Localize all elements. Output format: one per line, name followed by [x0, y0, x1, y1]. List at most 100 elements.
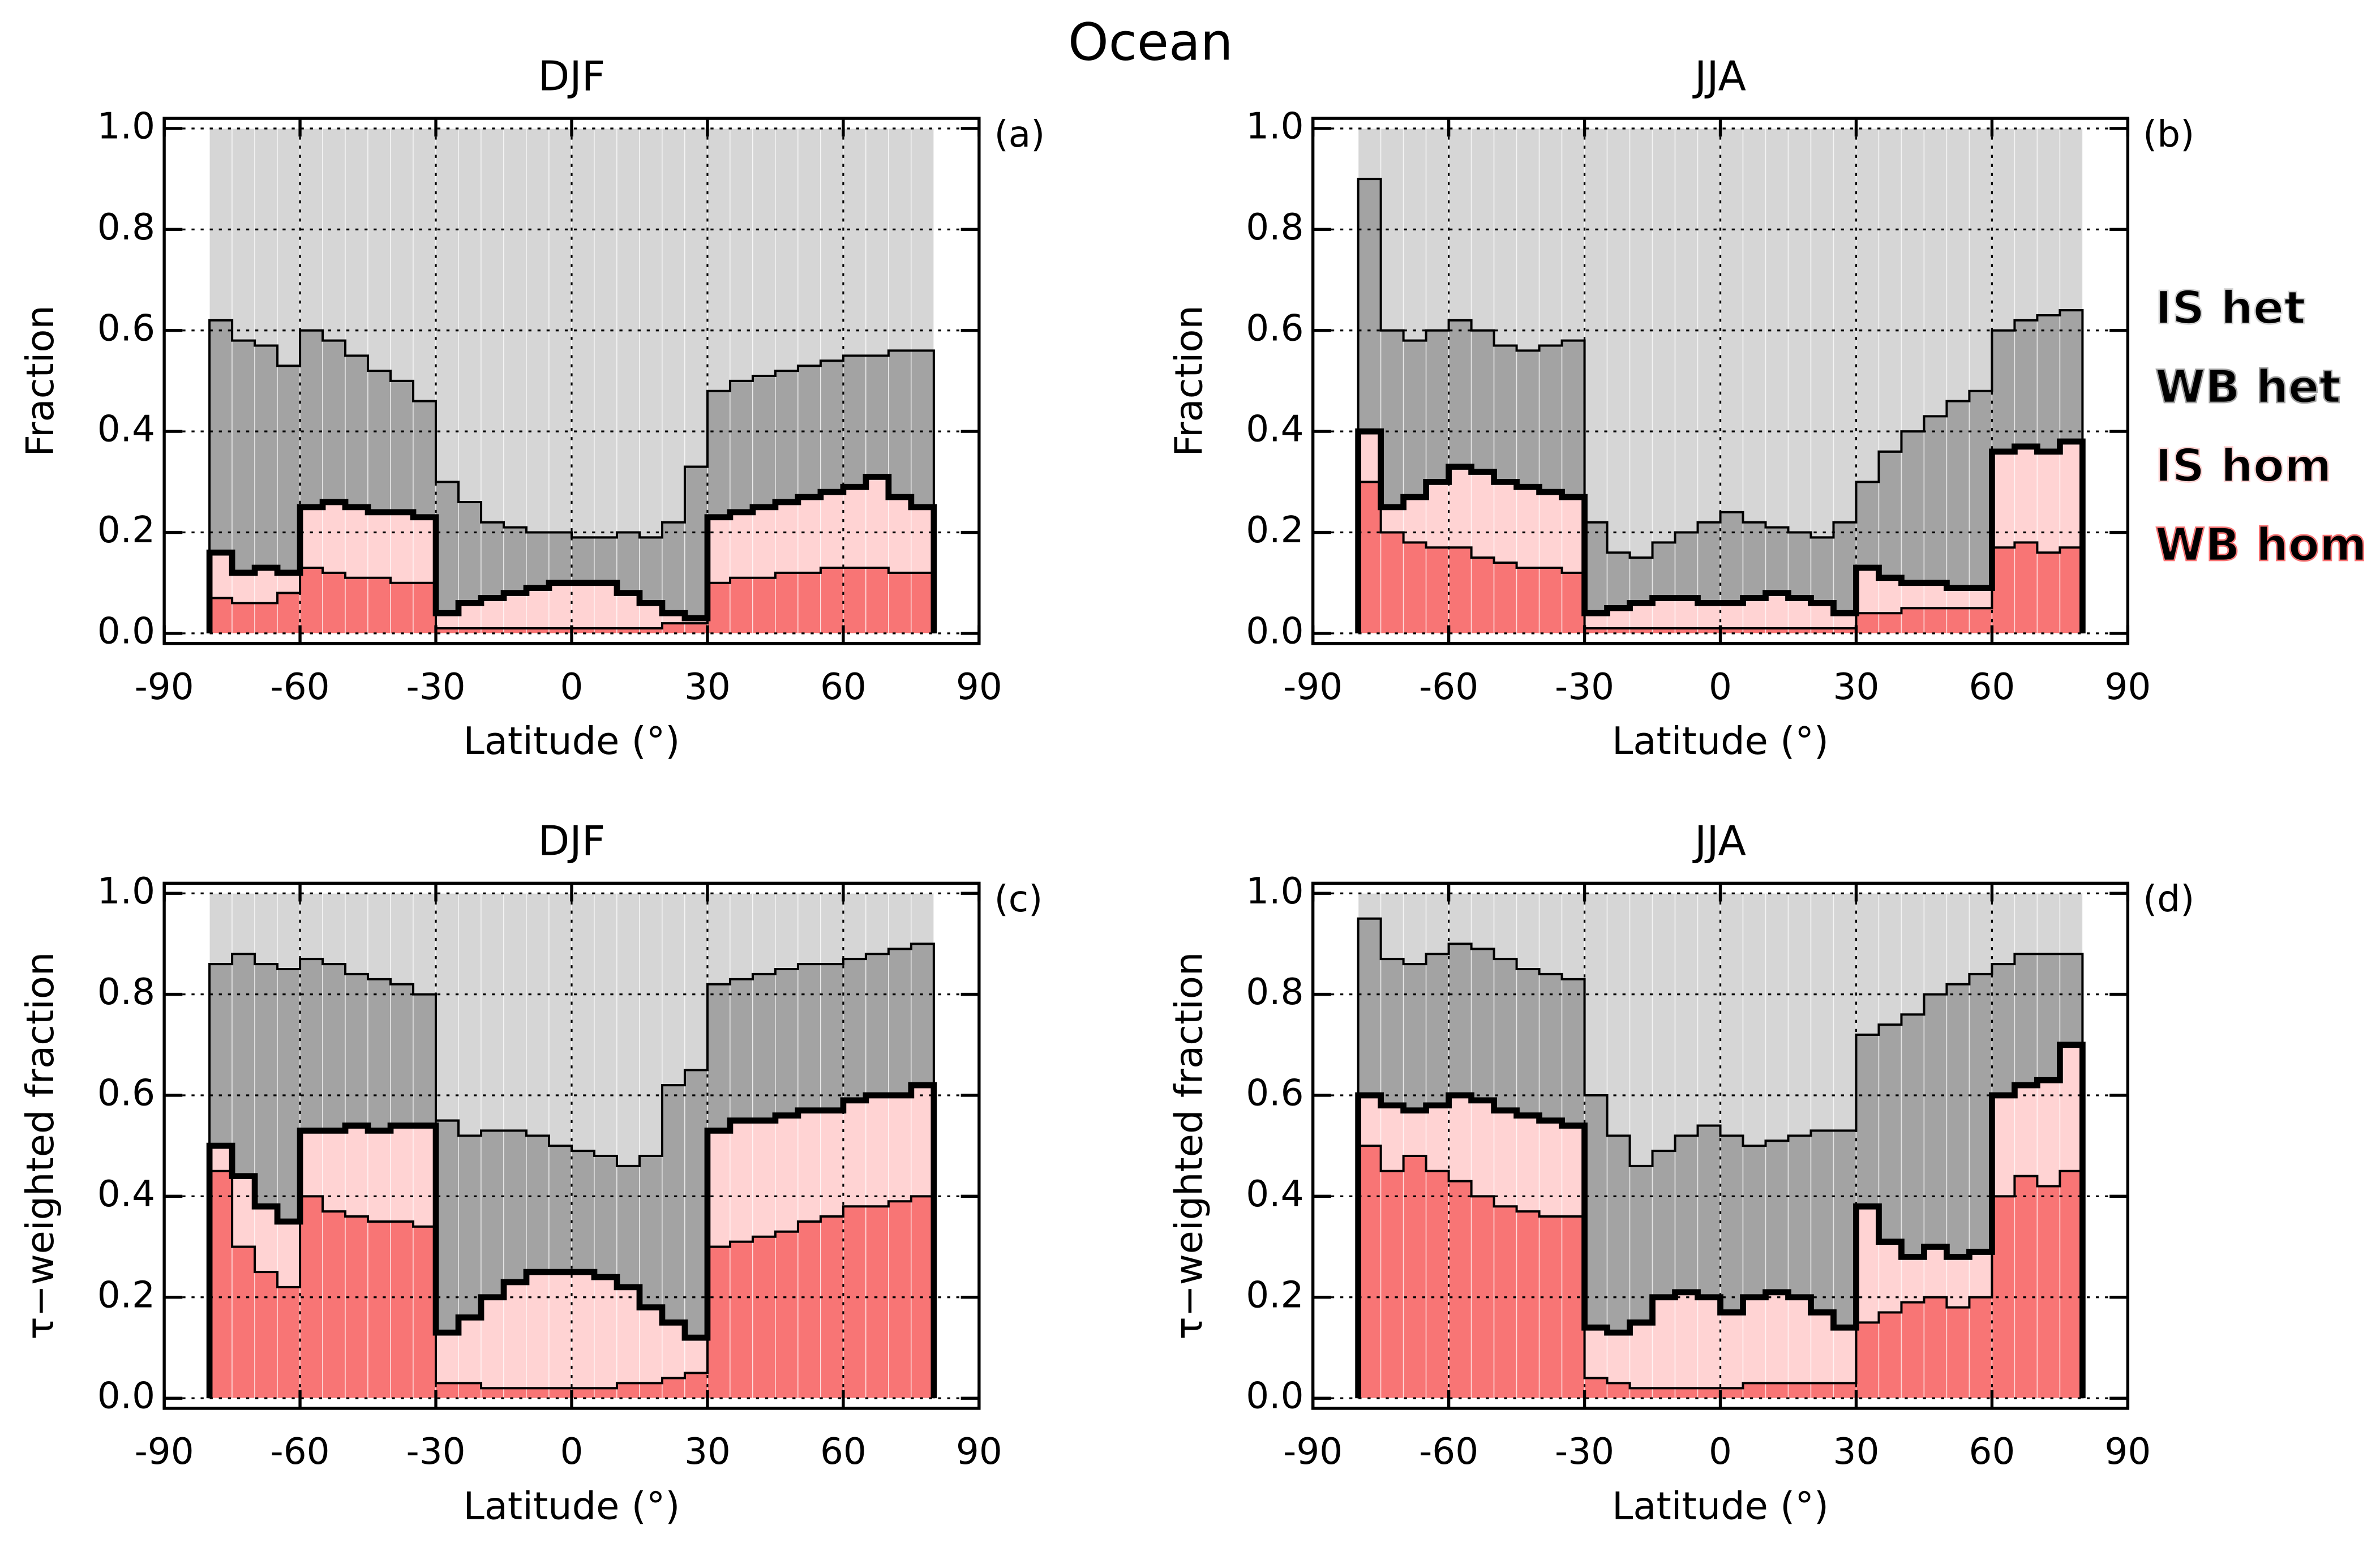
bar-segment [1493, 1206, 1517, 1399]
y-axis-label: τ−weighted fraction [18, 952, 62, 1340]
panel: 0.0 0.2 0.4 0.6 0.8 1.0 -90 -60 -30 0 30 60 90 JJA (d)… [1167, 818, 2194, 1528]
bar-segment [277, 893, 301, 970]
x-tick-label: -90 [1283, 1430, 1343, 1473]
bar-segment [209, 128, 233, 321]
bar-segment [231, 1175, 255, 1248]
y-tick-label: 0.8 [97, 971, 155, 1013]
bar-segment [1561, 128, 1585, 341]
bar-segment [2059, 441, 2083, 549]
bar-segment [1810, 1130, 1834, 1313]
x-tick-label: 30 [1833, 1430, 1880, 1473]
x-tick-label: 60 [1969, 1430, 2015, 1473]
y-tick-label: 0.6 [1246, 307, 1303, 349]
bar-segment [2059, 953, 2083, 1046]
bar-segment [1901, 893, 1925, 1016]
bar-segment [1719, 1312, 1744, 1389]
bar-segment [1357, 1095, 1382, 1146]
y-tick-label: 1.0 [97, 105, 155, 148]
bar-segment [2014, 953, 2038, 1086]
bar-segment [1991, 128, 2016, 331]
bar-segment [730, 577, 753, 634]
bar-segment [503, 526, 527, 594]
bar-segment [1923, 993, 1948, 1248]
bar-segment [911, 350, 934, 508]
x-axis-label: Latitude (°) [1612, 719, 1829, 763]
bar-segment [1901, 607, 1925, 634]
bar-segment [481, 128, 504, 523]
y-tick-label: 0.6 [97, 1072, 155, 1115]
bar-segment [616, 893, 640, 1167]
bar-segment [413, 128, 436, 402]
y-axis-label: Fraction [18, 305, 62, 457]
bar-segment [1742, 1382, 1766, 1399]
bar-segment [1787, 1382, 1812, 1399]
bar-segment [526, 532, 550, 589]
x-tick-label: 0 [1709, 1430, 1732, 1473]
bar-segment [1584, 1377, 1608, 1399]
bar-segment [684, 466, 708, 619]
bar-segment [1878, 1024, 1902, 1242]
bar-segment [616, 1166, 640, 1288]
bar-segment [797, 365, 821, 498]
bar-segment [2014, 542, 2038, 634]
bar-segment [616, 1382, 640, 1399]
bar-segment [1584, 128, 1608, 523]
bar-segment [1448, 1180, 1472, 1399]
bar-segment [1787, 1135, 1812, 1298]
bar-segment [503, 592, 527, 629]
x-tick-label: -60 [271, 1430, 330, 1473]
bar-segment [775, 969, 799, 1116]
y-axis-label: τ−weighted fraction [1167, 952, 1211, 1340]
bar-segment [481, 597, 504, 629]
bar-segment [707, 390, 731, 518]
bar-segment [458, 1382, 482, 1399]
step-outline [208, 1169, 935, 1399]
bar-segment [1629, 557, 1653, 604]
bar-segment [1719, 1135, 1744, 1313]
bar-segment [1674, 1135, 1699, 1293]
y-tick-label: 0.6 [1246, 1072, 1303, 1115]
bar-segment [1629, 1387, 1653, 1399]
bar-segment [684, 893, 708, 1071]
x-tick-label: -60 [1419, 666, 1478, 708]
bar-segment [571, 893, 595, 1151]
bar-segment [594, 1387, 617, 1399]
y-tick-label: 1.0 [1246, 105, 1303, 148]
bar-segment [797, 496, 821, 573]
bar-segment [458, 128, 482, 503]
bar-segment [1652, 1296, 1676, 1389]
y-tick-label: 0.8 [1246, 206, 1303, 248]
bar-segment [254, 602, 278, 634]
bar-segment [1652, 1150, 1676, 1298]
bar-segment [1923, 128, 1948, 417]
bar-segment [1403, 340, 1427, 498]
bar-segment [435, 481, 459, 614]
bar-segment [797, 1221, 821, 1399]
bar-segment [1629, 128, 1653, 558]
x-tick-label: 0 [1709, 666, 1732, 708]
bar-segment [231, 340, 255, 573]
y-tick-label: 0.2 [97, 1274, 155, 1316]
bar-segment [1923, 1296, 1948, 1399]
bar-segment [1448, 320, 1472, 468]
panel-label: (a) [994, 113, 1045, 156]
bar-segment [1561, 893, 1585, 980]
bar-segment [277, 1287, 301, 1399]
bar-segment [1991, 329, 2016, 452]
bar-segment [209, 1145, 233, 1172]
y-tick-label: 0.8 [97, 206, 155, 248]
bar-segment [254, 1206, 278, 1272]
bar-segment [1538, 491, 1563, 568]
bar-segment [413, 993, 436, 1126]
bar-segment [1629, 1322, 1653, 1389]
bar-segment [1425, 329, 1450, 483]
bar-segment [571, 1271, 595, 1389]
bar-segment [1538, 128, 1563, 346]
x-axis-label: Latitude (°) [464, 1484, 680, 1528]
bar-segment [1991, 1196, 2016, 1399]
bar-segment [1380, 958, 1404, 1106]
bar-segment [1946, 983, 1970, 1258]
bar-segment [1561, 572, 1585, 634]
bar-segment [1901, 1014, 1925, 1258]
bar-segment [1493, 481, 1517, 563]
